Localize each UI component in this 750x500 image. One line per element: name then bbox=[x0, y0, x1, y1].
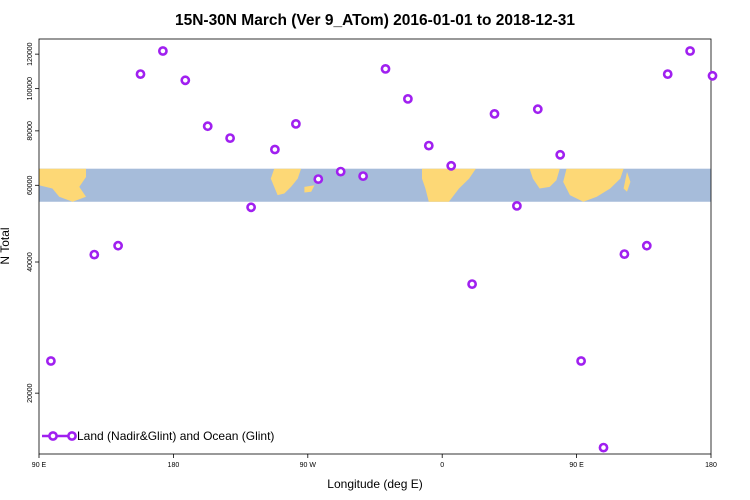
y-axis-label: N Total bbox=[0, 227, 12, 264]
data-point bbox=[467, 279, 477, 289]
y-tick-label: 80000 bbox=[27, 121, 34, 141]
y-tick-label: 100000 bbox=[27, 77, 34, 100]
data-point bbox=[707, 70, 718, 81]
land-shape bbox=[563, 168, 624, 202]
data-point bbox=[576, 356, 586, 366]
y-tick-label: 20000 bbox=[27, 383, 34, 403]
data-point bbox=[225, 133, 235, 143]
data-point bbox=[313, 174, 324, 184]
x-tick-label: 180 bbox=[168, 462, 180, 469]
data-point bbox=[246, 202, 256, 213]
legend: Land (Nadir&Glint) and Ocean (Glint) bbox=[42, 429, 274, 443]
plot-area bbox=[38, 38, 712, 455]
land-shape bbox=[270, 168, 302, 196]
data-point bbox=[89, 249, 100, 260]
data-point bbox=[290, 119, 301, 129]
legend-marker bbox=[67, 431, 77, 441]
plot-frame bbox=[38, 38, 712, 455]
data-point bbox=[335, 166, 346, 177]
data-point bbox=[423, 140, 434, 151]
data-point bbox=[446, 160, 457, 171]
y-tick-label: 120000 bbox=[27, 42, 34, 65]
data-point bbox=[532, 104, 543, 115]
data-point bbox=[157, 46, 168, 56]
x-tick-label: 90 E bbox=[32, 462, 47, 469]
data-point bbox=[380, 64, 391, 74]
data-point bbox=[512, 200, 522, 211]
data-point bbox=[180, 75, 191, 86]
land-shape bbox=[529, 168, 560, 189]
data-point bbox=[555, 149, 566, 160]
data-point bbox=[685, 46, 695, 56]
land-shape bbox=[304, 185, 315, 193]
chart-title: 15N-30N March (Ver 9_ATom) 2016-01-01 to… bbox=[175, 12, 575, 29]
y-axis: 20000 40000 60000 80000 100000 120000 bbox=[27, 42, 39, 403]
x-tick-label: 90 E bbox=[569, 462, 584, 469]
data-point bbox=[113, 240, 123, 251]
x-tick-label: 0 bbox=[440, 462, 444, 469]
y-tick-label: 60000 bbox=[27, 175, 34, 195]
data-point bbox=[619, 249, 630, 259]
data-point bbox=[662, 69, 673, 79]
x-axis-label: Longitude (deg E) bbox=[327, 477, 422, 491]
legend-label: Land (Nadir&Glint) and Ocean (Glint) bbox=[77, 429, 274, 443]
world-map-band bbox=[39, 168, 711, 202]
data-point bbox=[358, 171, 368, 181]
data-point bbox=[46, 356, 56, 366]
data-point bbox=[489, 109, 500, 119]
land-shape bbox=[39, 168, 86, 202]
legend-marker bbox=[48, 431, 58, 441]
land-shape bbox=[623, 172, 631, 192]
land-shape bbox=[422, 168, 476, 202]
data-point bbox=[269, 144, 280, 155]
x-tick-label: 90 W bbox=[300, 462, 317, 469]
x-axis: 90 E 180 90 W 0 90 E 180 bbox=[32, 454, 717, 469]
y-tick-label: 40000 bbox=[27, 252, 34, 272]
data-point bbox=[202, 121, 213, 132]
map-land bbox=[39, 168, 631, 202]
data-point bbox=[598, 442, 609, 453]
data-point bbox=[402, 94, 413, 104]
data-point bbox=[135, 69, 146, 79]
data-point bbox=[641, 240, 652, 251]
data-points bbox=[46, 46, 718, 453]
x-tick-label: 180 bbox=[705, 462, 717, 469]
